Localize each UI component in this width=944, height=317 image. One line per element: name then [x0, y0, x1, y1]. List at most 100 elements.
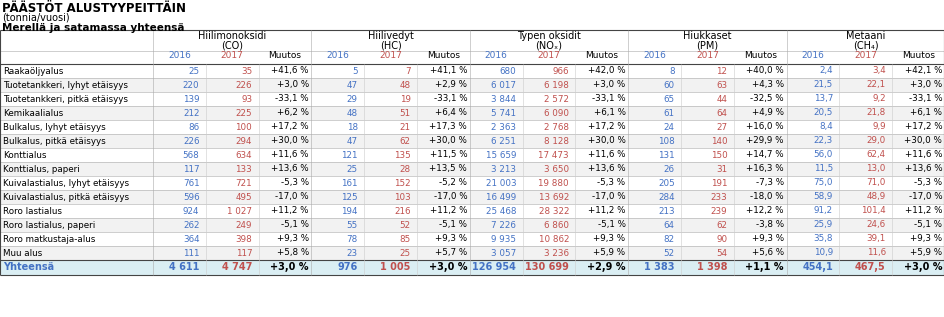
Text: 634: 634: [235, 151, 252, 159]
Text: +13,6 %: +13,6 %: [271, 165, 309, 173]
Text: -5,1 %: -5,1 %: [439, 221, 466, 230]
Text: 62,4: 62,4: [866, 151, 885, 159]
Text: +5,7 %: +5,7 %: [434, 249, 466, 257]
Text: Muu alus: Muu alus: [3, 249, 42, 257]
Text: 131: 131: [657, 151, 674, 159]
Text: 3 057: 3 057: [491, 249, 515, 257]
Text: Kuivalastialus, lyhyt etäisyys: Kuivalastialus, lyhyt etäisyys: [3, 178, 129, 187]
Text: 220: 220: [182, 81, 199, 89]
Text: +2,9 %: +2,9 %: [586, 262, 625, 273]
Text: 117: 117: [182, 165, 199, 173]
Text: +30,0 %: +30,0 %: [271, 137, 309, 146]
Text: PÄÄSTÖT ALUSTYYPEITTÄIN: PÄÄSTÖT ALUSTYYPEITTÄIN: [2, 3, 186, 16]
Text: 364: 364: [182, 235, 199, 243]
Text: 25 468: 25 468: [485, 206, 515, 216]
Text: 721: 721: [235, 178, 252, 187]
Text: -33,1 %: -33,1 %: [433, 94, 466, 103]
Text: -17,0 %: -17,0 %: [908, 192, 941, 202]
Text: 85: 85: [399, 235, 411, 243]
Text: 2016: 2016: [326, 51, 349, 61]
Text: 226: 226: [183, 137, 199, 146]
Text: Raakaöljyalus: Raakaöljyalus: [3, 67, 63, 75]
Text: Konttialus, paperi: Konttialus, paperi: [3, 165, 79, 173]
Text: Typen oksidit: Typen oksidit: [516, 31, 581, 41]
Text: 117: 117: [235, 249, 252, 257]
Text: +16,0 %: +16,0 %: [746, 122, 784, 132]
Text: +3,0 %: +3,0 %: [277, 81, 309, 89]
Text: +1,1 %: +1,1 %: [745, 262, 784, 273]
Bar: [0, 260, 944, 275]
Text: +17,2 %: +17,2 %: [587, 122, 625, 132]
Text: 2017: 2017: [221, 51, 244, 61]
Text: Muutos: Muutos: [584, 51, 617, 61]
Text: 9,9: 9,9: [871, 122, 885, 132]
Text: 205: 205: [657, 178, 674, 187]
Text: -3,8 %: -3,8 %: [755, 221, 784, 230]
Text: 924: 924: [183, 206, 199, 216]
Text: 20,5: 20,5: [813, 108, 833, 118]
Text: +41,1 %: +41,1 %: [430, 67, 466, 75]
Text: +11,6 %: +11,6 %: [271, 151, 309, 159]
Text: +5,6 %: +5,6 %: [751, 249, 784, 257]
Text: 6 198: 6 198: [544, 81, 568, 89]
Text: 101,4: 101,4: [860, 206, 885, 216]
Text: +3,0 %: +3,0 %: [909, 81, 941, 89]
Text: +16,3 %: +16,3 %: [746, 165, 784, 173]
Text: 125: 125: [341, 192, 358, 202]
Text: +6,2 %: +6,2 %: [277, 108, 309, 118]
Text: +9,3 %: +9,3 %: [277, 235, 309, 243]
Text: 65: 65: [663, 94, 674, 103]
Text: 3 236: 3 236: [544, 249, 568, 257]
Text: 2017: 2017: [853, 51, 876, 61]
Text: 54: 54: [716, 249, 727, 257]
Text: +11,5 %: +11,5 %: [430, 151, 466, 159]
Text: 64: 64: [716, 108, 727, 118]
Text: 71,0: 71,0: [866, 178, 885, 187]
Text: 35: 35: [241, 67, 252, 75]
Text: 22,1: 22,1: [866, 81, 885, 89]
Text: 976: 976: [337, 262, 358, 273]
Text: 8: 8: [668, 67, 674, 75]
Text: 48: 48: [399, 81, 411, 89]
Text: 21,5: 21,5: [813, 81, 833, 89]
Text: 6 860: 6 860: [544, 221, 568, 230]
Text: 24,6: 24,6: [866, 221, 885, 230]
Text: 7 226: 7 226: [491, 221, 515, 230]
Bar: [0, 78, 944, 92]
Text: -33,1 %: -33,1 %: [591, 94, 625, 103]
Text: 191: 191: [710, 178, 727, 187]
Text: 194: 194: [341, 206, 358, 216]
Bar: [0, 246, 944, 260]
Text: 262: 262: [183, 221, 199, 230]
Text: 8 128: 8 128: [544, 137, 568, 146]
Text: (PM): (PM): [696, 41, 717, 51]
Text: (CO): (CO): [221, 41, 243, 51]
Text: 82: 82: [663, 235, 674, 243]
Text: +3,0 %: +3,0 %: [270, 262, 309, 273]
Text: 5: 5: [352, 67, 358, 75]
Text: 152: 152: [394, 178, 411, 187]
Text: +17,3 %: +17,3 %: [429, 122, 466, 132]
Text: 52: 52: [399, 221, 411, 230]
Text: 2 572: 2 572: [544, 94, 568, 103]
Text: 2 363: 2 363: [491, 122, 515, 132]
Text: +9,3 %: +9,3 %: [751, 235, 784, 243]
Text: +3,0 %: +3,0 %: [593, 81, 625, 89]
Text: 126 954: 126 954: [472, 262, 515, 273]
Text: 761: 761: [182, 178, 199, 187]
Text: 135: 135: [394, 151, 411, 159]
Text: 2016: 2016: [801, 51, 823, 61]
Text: 11,6: 11,6: [866, 249, 885, 257]
Text: 19 880: 19 880: [538, 178, 568, 187]
Text: 239: 239: [710, 206, 727, 216]
Text: -5,3 %: -5,3 %: [597, 178, 625, 187]
Bar: [0, 134, 944, 148]
Text: +2,9 %: +2,9 %: [434, 81, 466, 89]
Text: 680: 680: [499, 67, 515, 75]
Text: 19: 19: [399, 94, 411, 103]
Text: +5,9 %: +5,9 %: [909, 249, 941, 257]
Text: Hiukkaset: Hiukkaset: [683, 31, 731, 41]
Text: +40,0 %: +40,0 %: [746, 67, 784, 75]
Text: 121: 121: [341, 151, 358, 159]
Text: 17 473: 17 473: [538, 151, 568, 159]
